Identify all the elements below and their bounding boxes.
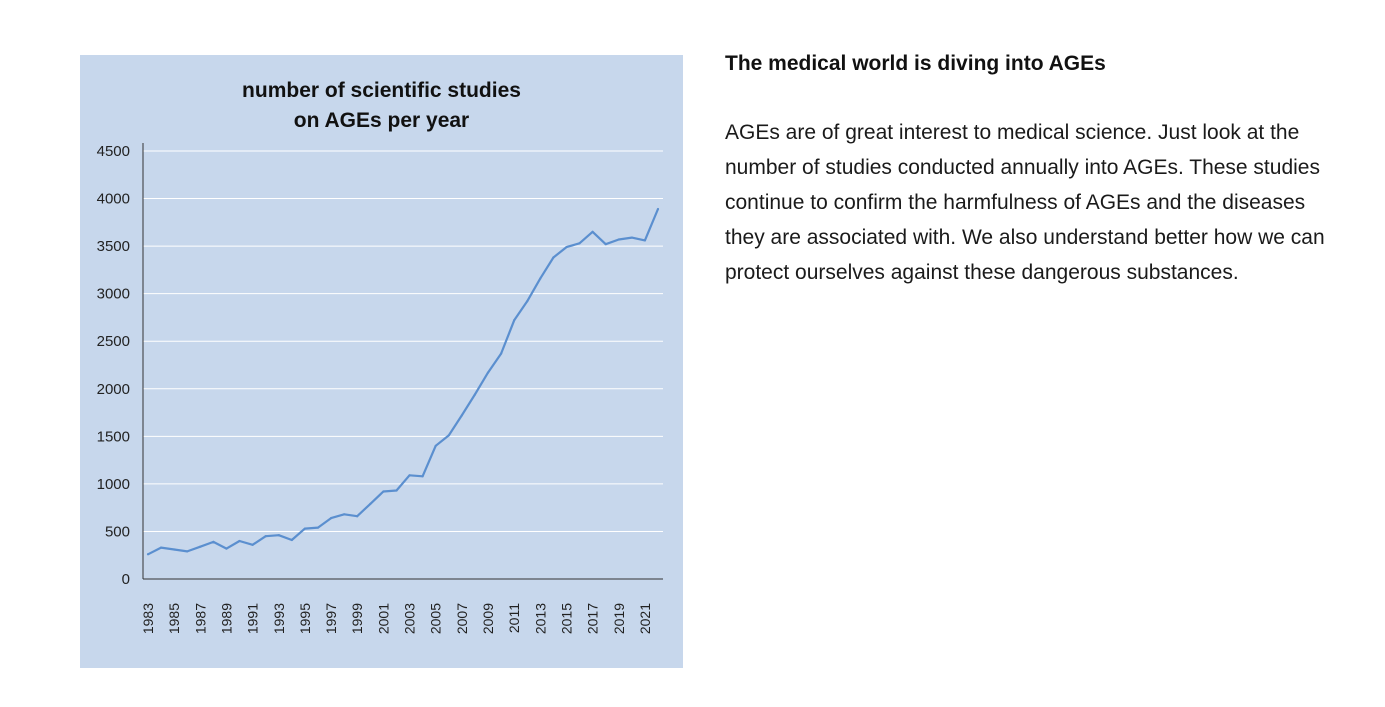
data-point xyxy=(591,230,594,233)
data-point xyxy=(225,547,228,550)
data-point xyxy=(316,526,320,529)
data-point xyxy=(146,553,150,556)
data-point xyxy=(238,539,241,543)
x-tick-label: 2009 xyxy=(480,603,496,634)
data-point xyxy=(369,502,372,505)
article-text: The medical world is diving into AGEs AG… xyxy=(725,52,1345,290)
data-point xyxy=(643,239,647,242)
data-point xyxy=(499,352,503,355)
x-tick-label: 2021 xyxy=(637,603,653,634)
data-point xyxy=(513,319,516,322)
chart-title-line-1: number of scientific studies xyxy=(242,79,521,102)
line-chart: 0 500 1000 1500 2000 2500 3000 3500 4000 4500 1983… xyxy=(97,143,663,634)
data-point xyxy=(486,371,490,374)
data-point xyxy=(199,545,202,548)
x-tick-label: 1997 xyxy=(323,603,339,634)
article-heading: The medical world is diving into AGEs xyxy=(725,52,1106,75)
data-point xyxy=(382,490,385,493)
data-point xyxy=(356,515,359,518)
data-point xyxy=(264,535,267,538)
x-tick-label: 2019 xyxy=(611,603,627,634)
x-tick-label: 1987 xyxy=(192,603,208,634)
x-tick-label: 1991 xyxy=(245,603,261,634)
x-tick-label: 2005 xyxy=(428,603,444,634)
data-point xyxy=(630,236,633,239)
data-point xyxy=(447,434,450,437)
x-tick-label: 1993 xyxy=(271,603,287,634)
x-tick-label: 2013 xyxy=(532,603,548,634)
data-point xyxy=(565,245,568,249)
data-point xyxy=(329,517,333,520)
data-point xyxy=(617,238,620,241)
x-tick-label: 1989 xyxy=(218,603,234,634)
y-tick-label: 2000 xyxy=(97,381,130,398)
x-tick-label: 1999 xyxy=(349,603,365,634)
data-point xyxy=(173,548,176,551)
y-tick-label: 0 xyxy=(122,571,130,588)
data-point xyxy=(303,527,307,530)
data-point xyxy=(343,513,346,516)
x-tick-label: 1983 xyxy=(140,603,156,634)
data-point xyxy=(552,256,555,259)
data-point xyxy=(277,534,280,537)
data-point xyxy=(578,242,581,245)
x-tick-label: 2003 xyxy=(402,603,418,634)
data-point xyxy=(212,540,215,544)
data-point xyxy=(159,546,163,549)
chart-title-line-2: on AGEs per year xyxy=(293,109,470,132)
data-point xyxy=(290,538,293,542)
data-point xyxy=(526,300,529,303)
data-point xyxy=(408,474,411,477)
y-tick-label: 2500 xyxy=(97,333,130,350)
x-tick-label: 2015 xyxy=(558,603,574,634)
y-tick-label: 3500 xyxy=(97,238,130,255)
data-point xyxy=(460,414,463,417)
y-tick-label: 500 xyxy=(105,523,130,540)
y-tick-label: 3000 xyxy=(97,286,130,303)
y-tick-label: 1500 xyxy=(97,428,130,445)
y-tick-label: 4000 xyxy=(97,191,130,208)
data-point xyxy=(395,489,398,492)
data-point xyxy=(473,393,477,396)
y-tick-label: 4500 xyxy=(97,143,130,160)
data-point xyxy=(251,543,254,546)
x-tick-label: 1985 xyxy=(166,603,182,634)
data-point xyxy=(604,243,607,246)
chart-panel: number of scientific studies on AGEs per… xyxy=(80,55,683,668)
x-tick-label: 2001 xyxy=(375,603,391,634)
data-point xyxy=(539,277,542,280)
series-line xyxy=(147,208,660,556)
y-tick-label: 1000 xyxy=(97,476,130,493)
x-tick-label: 1995 xyxy=(297,603,313,634)
data-point xyxy=(656,207,660,211)
article-body: AGEs are of great interest to medical sc… xyxy=(725,121,1325,284)
data-point xyxy=(434,444,437,447)
data-point xyxy=(186,550,189,553)
x-tick-label: 2011 xyxy=(506,603,522,633)
data-point xyxy=(421,475,424,478)
x-tick-label: 2007 xyxy=(454,603,470,634)
x-tick-label: 2017 xyxy=(585,603,601,634)
